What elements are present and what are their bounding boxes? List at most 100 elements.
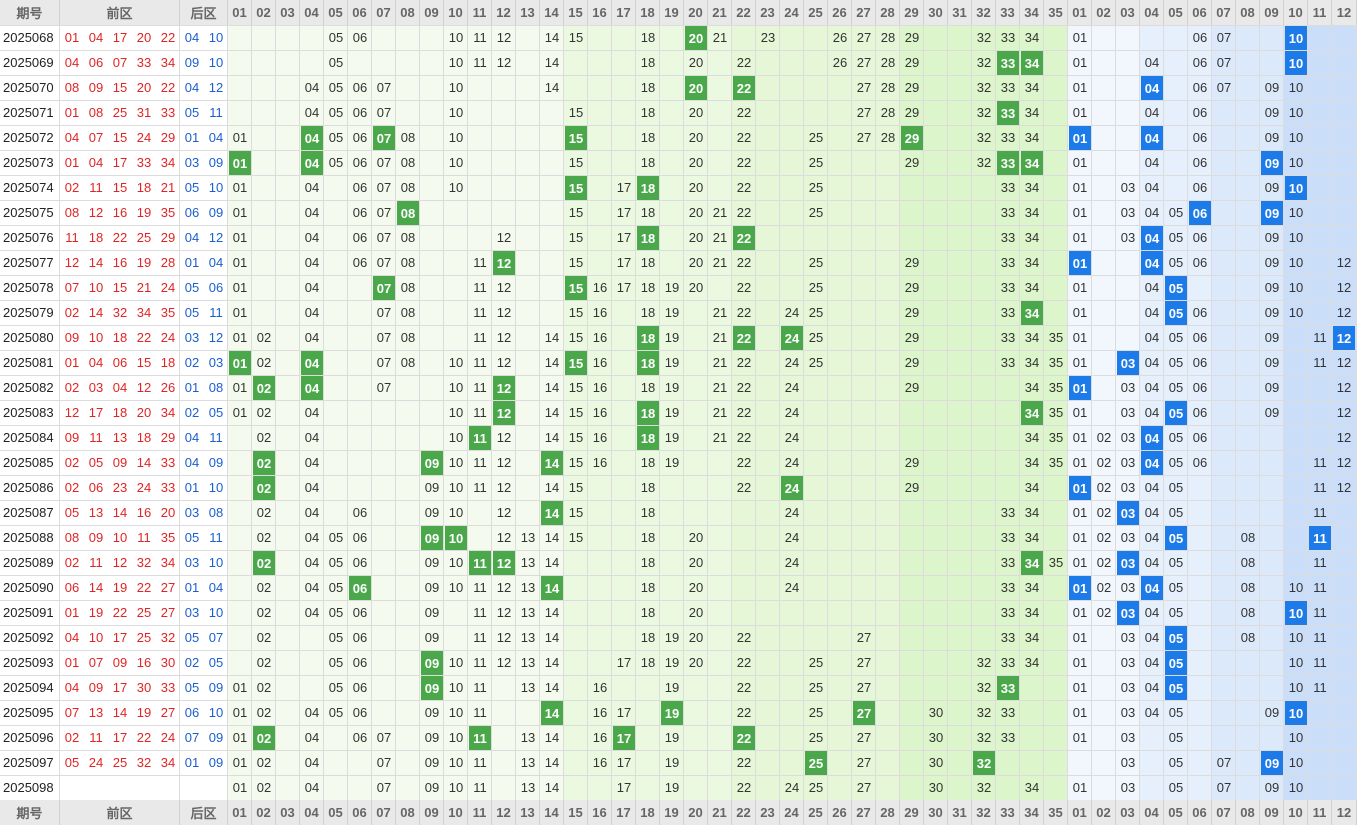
back-cell: 06	[1192, 380, 1208, 395]
back-cell: 03	[1120, 480, 1136, 495]
front-cell: 12	[496, 305, 512, 320]
front-cell: 18	[640, 605, 656, 620]
back-cell: 02	[1096, 480, 1112, 495]
issue: 2025072	[3, 130, 54, 145]
back-col-header: 12	[1332, 0, 1357, 25]
back-col-header: 09	[1260, 0, 1284, 25]
front-cell: 20	[688, 230, 704, 245]
front-cell: 27	[856, 30, 872, 45]
front-cell: 15	[568, 255, 584, 270]
front-cell: 05	[328, 630, 344, 645]
front-cell: 05	[328, 55, 344, 70]
front-cell: 01	[232, 780, 248, 795]
front-cell: 11	[473, 680, 487, 695]
back-cell: 05	[1168, 505, 1184, 520]
issue: 2025094	[3, 680, 54, 695]
front-hit: 14	[541, 701, 563, 725]
front-number: 05	[64, 505, 80, 520]
front-cell: 04	[304, 705, 320, 720]
front-cell: 18	[640, 380, 656, 395]
front-col-header: 15	[564, 0, 588, 25]
front-cell: 33	[1000, 305, 1016, 320]
front-cell: 10	[448, 680, 464, 695]
front-number: 33	[160, 455, 176, 470]
front-col-header: 32	[972, 0, 996, 25]
front-hit: 12	[493, 376, 515, 400]
back-cell: 05	[1168, 355, 1184, 370]
back-cell: 04	[1144, 355, 1160, 370]
back-number: 03	[184, 555, 200, 570]
front-cell: 20	[688, 155, 704, 170]
front-cell: 08	[400, 330, 416, 345]
back-number: 09	[208, 155, 224, 170]
front-cell: 34	[1024, 580, 1040, 595]
front-cell: 28	[880, 80, 896, 95]
front-hit: 04	[301, 376, 323, 400]
back-cell: 03	[1120, 780, 1136, 795]
front-cell: 16	[592, 755, 608, 770]
front-hit: 02	[253, 451, 275, 475]
front-col-header: 25	[804, 0, 828, 25]
back-col-header: 08	[1236, 800, 1260, 825]
back-number: 02	[184, 655, 200, 670]
front-number: 26	[160, 380, 176, 395]
back-cell: 06	[1192, 30, 1208, 45]
back-number: 09	[208, 680, 224, 695]
front-cell: 16	[592, 355, 608, 370]
front-number: 10	[112, 530, 128, 545]
back-cell: 04	[1144, 555, 1160, 570]
front-strip	[564, 25, 588, 800]
issue: 2025079	[3, 305, 54, 320]
front-number: 21	[136, 280, 152, 295]
front-col-header: 23	[756, 0, 780, 25]
front-hit: 09	[421, 451, 443, 475]
front-number: 19	[136, 255, 152, 270]
front-cell: 16	[592, 380, 608, 395]
front-hit: 14	[541, 501, 563, 525]
front-cell: 21	[712, 380, 728, 395]
back-number: 05	[184, 630, 200, 645]
front-cell: 10	[448, 30, 464, 45]
front-col-header: 09	[420, 0, 444, 25]
front-cell: 14	[544, 605, 560, 620]
front-number: 13	[88, 505, 104, 520]
back-number: 04	[184, 455, 200, 470]
back-hit: 09	[1261, 151, 1283, 175]
back-number: 07	[208, 630, 224, 645]
front-col-header: 07	[372, 0, 396, 25]
front-cell: 24	[784, 780, 800, 795]
back-cell: 01	[1072, 405, 1088, 420]
front-cell: 29	[904, 105, 920, 120]
front-cell: 16	[592, 305, 608, 320]
front-col-header: 13	[516, 800, 540, 825]
front-col-header: 30	[924, 0, 948, 25]
front-hit: 04	[301, 126, 323, 150]
front-cell: 06	[352, 630, 368, 645]
front-cell: 16	[592, 730, 608, 745]
back-col-header: 07	[1212, 800, 1236, 825]
front-cell: 10	[448, 55, 464, 70]
front-hit: 12	[493, 401, 515, 425]
front-cell: 21	[712, 205, 728, 220]
front-cell: 34	[1024, 480, 1040, 495]
front-number: 21	[160, 180, 176, 195]
front-cell: 33	[1000, 30, 1016, 45]
front-cell: 20	[688, 555, 704, 570]
back-hit: 04	[1141, 251, 1163, 275]
back-cell: 07	[1216, 55, 1232, 70]
back-cell: 06	[1192, 430, 1208, 445]
back-hit: 12	[1333, 326, 1355, 350]
front-number: 02	[64, 455, 80, 470]
front-cell: 19	[664, 430, 680, 445]
back-cell: 12	[1336, 430, 1352, 445]
front-hit: 02	[253, 476, 275, 500]
front-cell: 17	[616, 230, 632, 245]
front-cell: 08	[400, 155, 416, 170]
front-cell: 29	[904, 380, 920, 395]
front-cell: 22	[736, 105, 752, 120]
back-col-header: 05	[1164, 0, 1188, 25]
front-cell: 01	[232, 680, 248, 695]
front-number: 32	[160, 630, 176, 645]
back-number: 04	[184, 430, 200, 445]
back-cell: 11	[1313, 630, 1327, 645]
